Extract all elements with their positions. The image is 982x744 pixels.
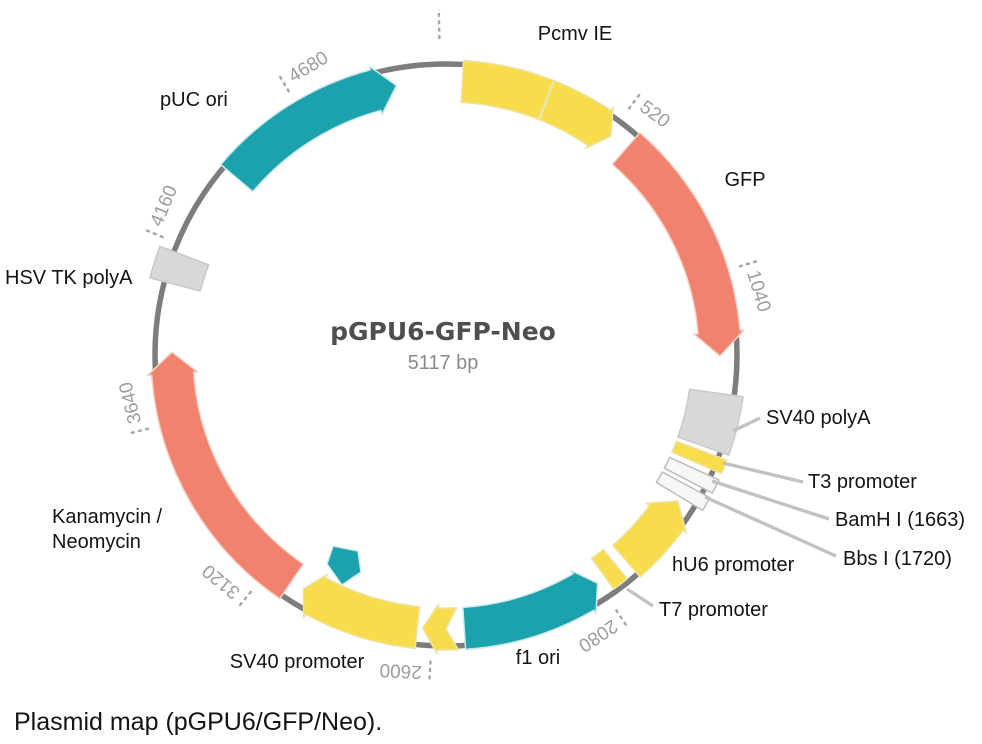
leaders-group <box>626 416 837 608</box>
feature-arc-hu6-promoter <box>611 500 688 578</box>
feature-label-t3-promoter: T3 promoter <box>808 471 917 493</box>
feature-arc-kan-neo <box>146 351 305 600</box>
tick-label-2600: 2600 <box>379 659 422 682</box>
feature-label-kan-neo-line1: Kanamycin / <box>52 506 162 528</box>
marker-group <box>326 545 362 587</box>
feature-arc-bbs1-site <box>655 471 711 512</box>
labels-group: Pcmv IE GFP SV40 polyA T3 promoter BamH I (1… <box>5 23 965 673</box>
feature-label-kan-neo-line2: Neomycin <box>52 531 141 553</box>
tick-mark-1040 <box>738 259 761 268</box>
plasmid-size: 5117 bp <box>408 352 479 374</box>
feature-label-gfp: GFP <box>724 169 765 191</box>
feature-arc-sv40-polya <box>677 388 744 456</box>
feature-arc-bamh1-site <box>663 456 720 494</box>
tick-label-4680: 4680 <box>285 48 332 88</box>
tick-label-1040: 1040 <box>742 268 774 315</box>
tick-label-3120: 3120 <box>198 560 244 603</box>
tick-mark-4160 <box>142 227 164 239</box>
tick-mark-2600 <box>428 660 432 683</box>
feature-label-t7-promoter: T7 promoter <box>659 599 768 621</box>
features-group <box>146 59 745 655</box>
feature-label-pcmv-ie: Pcmv IE <box>538 23 612 45</box>
feature-arc-hsv-tk-polya <box>149 245 210 292</box>
tick-mark-520 <box>627 90 643 111</box>
tick-mark-4680 <box>276 72 291 93</box>
feature-arc-puc-ori <box>219 65 398 193</box>
figure-caption: Plasmid map (pGPU6/GFP/Neo). <box>14 708 382 736</box>
plasmid-title: pGPU6-GFP-Neo <box>330 317 556 346</box>
feature-label-bamh1-site: BamH I (1663) <box>835 509 965 531</box>
feature-label-bbs1-site: Bbs I (1720) <box>843 548 952 570</box>
feature-label-hu6-promoter: hU6 promoter <box>672 554 795 576</box>
tick-label-2080: 2080 <box>574 615 621 656</box>
feature-label-hsv-tk-polya: HSV TK polyA <box>5 267 133 289</box>
feature-arc-sv40-promoter-arrow <box>421 603 460 655</box>
tick-label-520: 520 <box>636 97 674 133</box>
feature-label-sv40-promoter: SV40 promoter <box>230 651 365 673</box>
feature-label-f1-ori: f1 ori <box>516 647 560 669</box>
tick-mark-0 <box>437 9 441 40</box>
feature-arc-f1-ori <box>462 569 599 651</box>
tick-mark-2080 <box>614 608 629 629</box>
leader-line-t3-promoter <box>722 461 804 484</box>
leader-line-bamh1-site <box>711 479 830 521</box>
pentagon-marker <box>326 545 362 587</box>
tick-mark-3120 <box>236 590 253 609</box>
feature-arc-gfp <box>611 131 745 357</box>
feature-arc-sv40-promoter <box>302 573 421 650</box>
feature-arc-pcmv-ie <box>460 59 614 150</box>
feature-divider-pcmv-ie <box>537 81 555 120</box>
feature-label-puc-ori: pUC ori <box>160 89 228 111</box>
leader-line-bbs1-site <box>704 495 837 558</box>
feature-arc-t7-promoter <box>590 548 628 590</box>
tick-label-4160: 4160 <box>146 182 182 229</box>
leader-line-t7-promoter <box>626 587 654 608</box>
tick-label-3640: 3640 <box>116 380 147 426</box>
tick-mark-3640 <box>127 427 150 435</box>
leader-line-sv40-polya <box>732 416 761 433</box>
feature-label-sv40-polya: SV40 polyA <box>766 407 871 429</box>
